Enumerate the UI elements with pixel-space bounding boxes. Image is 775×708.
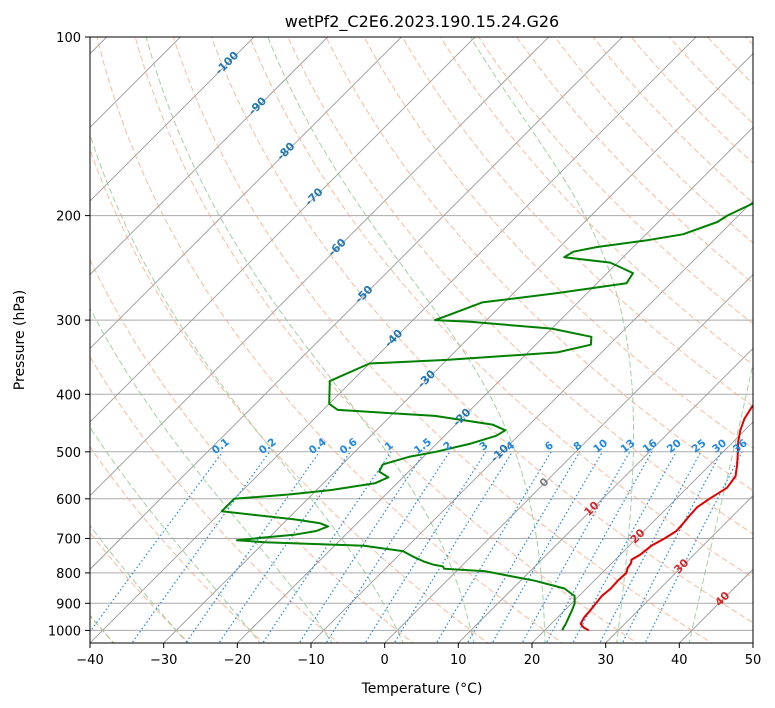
dry-adiabat-0 (90, 258, 414, 643)
dry-adiabat-110 (439, 37, 753, 366)
x-tick-label: −40 (76, 653, 103, 668)
isotherm--90 (90, 37, 329, 276)
isotherm-10 (457, 347, 753, 643)
chart-title: wetPf2_C2E6.2023.190.15.24.G26 (285, 12, 559, 32)
dry-adiabat-20 (96, 37, 564, 643)
isotherm--60 (90, 37, 550, 497)
isotherm--50 (90, 37, 624, 570)
mixing-ratio-25 (599, 451, 702, 643)
x-tick-label: 40 (671, 653, 688, 668)
x-tick-label: 10 (450, 653, 467, 668)
dry-adiabat-70 (287, 37, 753, 535)
dry-adiabat-10 (90, 148, 489, 643)
y-tick-label: 400 (56, 388, 81, 403)
isotherm--100 (90, 37, 255, 202)
dry-adiabat--10 (90, 355, 340, 643)
dry-adiabat-30 (134, 37, 638, 643)
mixing-ratio-8 (466, 451, 581, 643)
isobar-lines (90, 37, 753, 631)
y-tick-label: 1000 (48, 624, 81, 639)
temperature-profile (579, 404, 753, 632)
dry-adiabat-lines (90, 37, 753, 643)
y-tick-label: 100 (56, 31, 81, 46)
y-tick-label: 800 (56, 567, 81, 582)
y-tick-label: 200 (56, 210, 81, 225)
mixing-ratio-20 (572, 451, 677, 643)
mixing-ratio-0.6 (218, 451, 351, 643)
y-tick-label: 300 (56, 314, 81, 329)
dry-adiabat-80 (325, 37, 753, 492)
dry-adiabat-130 (516, 37, 753, 284)
moist-adiabat-20 (267, 37, 546, 643)
isotherm--10 (310, 200, 753, 643)
isotherm-20 (531, 421, 753, 643)
y-axis-label: Pressure (hPa) (12, 290, 28, 390)
x-axis-label: Temperature (°C) (361, 681, 483, 697)
mixing-ratio-0.4 (185, 451, 321, 643)
mixing-ratio-3 (364, 451, 487, 643)
mixing-ratio-0.1 (90, 451, 224, 633)
x-tick-label: 50 (745, 653, 762, 668)
mixing-ratio-1 (262, 451, 392, 643)
y-tick-label: 500 (56, 446, 81, 461)
y-tick-label: 700 (56, 533, 81, 548)
dry-adiabat-50 (210, 37, 753, 624)
dewpoint-profile (220, 202, 753, 631)
isotherm--70 (90, 37, 476, 423)
moist-adiabat-0 (90, 133, 404, 643)
y-axis-ticks: 100 200 300 400 500 600 700 800 900 1000 (48, 31, 90, 639)
sounding-profiles (220, 202, 753, 632)
isotherm--40 (90, 37, 697, 643)
dry-adiabat-40 (172, 37, 713, 643)
dry-adiabat--30 (90, 531, 190, 643)
moist-adiabat-30 (469, 37, 634, 643)
x-tick-label: 20 (524, 653, 541, 668)
moist-adiabat--30 (90, 524, 188, 643)
x-tick-label: −10 (297, 653, 324, 668)
moist-adiabat--10 (90, 307, 333, 643)
y-tick-label: 600 (56, 493, 81, 508)
moist-adiabat--20 (90, 426, 261, 643)
y-tick-label: 900 (56, 597, 81, 612)
x-tick-label: 0 (381, 653, 389, 668)
isotherm-30 (604, 494, 753, 643)
mixing-ratio-10 (491, 451, 604, 643)
isotherm-0 (383, 274, 753, 643)
mixing-ratio-1.5 (298, 451, 426, 643)
mixing-ratio-36 (644, 451, 743, 643)
x-tick-label: −30 (150, 653, 177, 668)
x-tick-label: −20 (224, 653, 251, 668)
dry-adiabat-60 (249, 37, 753, 579)
mixing-ratio-30 (621, 451, 722, 643)
mixing-ratio-0.2 (131, 451, 271, 643)
x-axis-ticks: −40 −30 −20 −10 0 10 20 30 40 50 (76, 643, 761, 668)
plot-frame (89, 36, 754, 644)
dry-adiabat-100 (401, 37, 753, 407)
mixing-ratio-2 (325, 451, 451, 643)
moist-adiabat-lines (90, 37, 753, 643)
x-tick-label: 30 (597, 653, 614, 668)
